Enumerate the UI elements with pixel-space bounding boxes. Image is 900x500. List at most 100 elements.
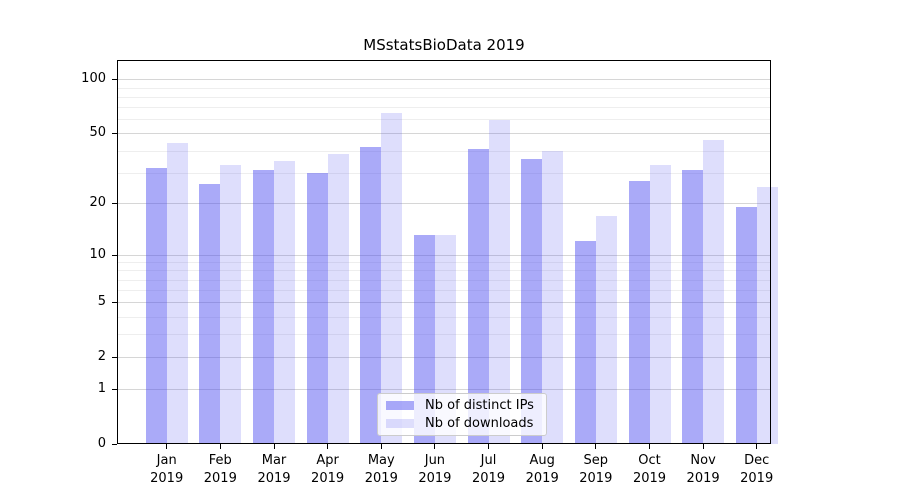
legend-item-downloads: Nb of downloads bbox=[386, 416, 538, 431]
bar-downloads-mar bbox=[274, 160, 295, 444]
gridline-minor-3 bbox=[117, 334, 771, 336]
x-tick-month: Apr bbox=[316, 453, 339, 468]
bar-distinct-ips-jul bbox=[467, 148, 489, 444]
x-tick-year: 2019 bbox=[525, 471, 559, 486]
legend-item-distinct-ips: Nb of distinct IPs bbox=[386, 398, 538, 413]
y-tick-label-20: 20 bbox=[89, 195, 106, 211]
bar-downloads-feb bbox=[220, 165, 242, 444]
bar-distinct-ips-feb bbox=[199, 183, 221, 444]
x-tick-mark-jan bbox=[166, 444, 168, 449]
chart-title: MSstatsBioData 2019 bbox=[363, 36, 525, 54]
x-tick-month: Feb bbox=[208, 453, 232, 468]
x-tick-mark-jun bbox=[434, 444, 436, 449]
bar-distinct-ips-dec bbox=[735, 207, 757, 444]
x-tick-label-oct: Oct 2019 bbox=[620, 452, 680, 488]
x-tick-year: 2019 bbox=[632, 471, 667, 486]
x-tick-month: Oct bbox=[638, 453, 661, 468]
legend-swatch-downloads bbox=[386, 419, 414, 428]
x-tick-label-dec: Dec 2019 bbox=[727, 452, 787, 488]
x-tick-month: Nov bbox=[690, 453, 716, 468]
gridline-major-2 bbox=[117, 357, 771, 359]
legend: Nb of distinct IPs Nb of downloads bbox=[377, 393, 547, 436]
x-tick-label-apr: Apr 2019 bbox=[298, 452, 358, 488]
y-tick-label-100: 100 bbox=[81, 71, 106, 87]
gridline-minor-80 bbox=[117, 96, 771, 98]
y-tick-mark-100 bbox=[112, 79, 117, 81]
y-tick-mark-10 bbox=[112, 254, 117, 256]
x-tick-month: Mar bbox=[261, 453, 287, 468]
bar-distinct-ips-jan bbox=[145, 167, 167, 444]
x-tick-mark-oct bbox=[649, 444, 650, 449]
gridline-minor-30 bbox=[117, 172, 771, 174]
legend-label-distinct-ips: Nb of distinct IPs bbox=[425, 398, 534, 413]
gridline-major-20 bbox=[117, 203, 771, 205]
x-tick-mark-mar bbox=[273, 444, 275, 449]
gridline-minor-90 bbox=[117, 87, 771, 89]
x-tick-year: 2019 bbox=[203, 471, 237, 486]
gridline-minor-7 bbox=[117, 279, 771, 281]
x-tick-mark-may bbox=[380, 444, 382, 449]
bar-distinct-ips-jun bbox=[413, 235, 435, 444]
x-tick-label-aug: Aug 2019 bbox=[512, 452, 572, 488]
bar-downloads-sep bbox=[595, 215, 617, 444]
bar-distinct-ips-oct bbox=[628, 180, 650, 444]
x-tick-year: 2019 bbox=[150, 471, 184, 486]
bar-distinct-ips-mar bbox=[253, 170, 274, 444]
gridline-major-10 bbox=[117, 254, 771, 256]
x-tick-label-sep: Sep 2019 bbox=[566, 452, 626, 488]
x-tick-label-may: May 2019 bbox=[351, 452, 411, 488]
gridline-minor-9 bbox=[117, 262, 771, 263]
x-tick-year: 2019 bbox=[686, 471, 720, 486]
x-tick-label-jul: Jul 2019 bbox=[459, 452, 519, 488]
gridline-major-50 bbox=[117, 133, 771, 135]
bar-downloads-jan bbox=[166, 143, 188, 444]
bar-downloads-dec bbox=[756, 186, 778, 444]
bar-distinct-ips-sep bbox=[574, 241, 596, 444]
x-tick-year: 2019 bbox=[418, 471, 452, 486]
x-tick-month: Jan bbox=[156, 453, 177, 468]
gridline-minor-6 bbox=[117, 290, 771, 292]
x-tick-year: 2019 bbox=[471, 471, 506, 486]
x-tick-mark-dec bbox=[756, 444, 758, 449]
x-tick-mark-nov bbox=[702, 444, 704, 449]
x-tick-year: 2019 bbox=[257, 471, 291, 486]
y-tick-label-0: 0 bbox=[97, 436, 106, 451]
y-tick-label-50: 50 bbox=[89, 125, 106, 141]
bar-distinct-ips-aug bbox=[521, 158, 543, 444]
bar-downloads-jul bbox=[488, 120, 510, 444]
x-tick-label-nov: Nov 2019 bbox=[673, 452, 733, 488]
gridline-minor-8 bbox=[117, 270, 771, 272]
y-tick-mark-20 bbox=[112, 203, 117, 205]
bar-downloads-apr bbox=[327, 154, 349, 444]
gridline-major-5 bbox=[117, 302, 771, 304]
x-tick-mark-sep bbox=[595, 444, 597, 449]
x-tick-year: 2019 bbox=[579, 471, 613, 486]
bar-distinct-ips-apr bbox=[306, 172, 328, 444]
y-tick-label-1: 1 bbox=[97, 381, 106, 397]
legend-swatch-distinct-ips bbox=[386, 401, 414, 410]
x-tick-mark-apr bbox=[327, 444, 329, 449]
gridline-major-1 bbox=[117, 389, 771, 391]
x-tick-label-feb: Feb 2019 bbox=[190, 452, 250, 488]
gridline-minor-40 bbox=[117, 150, 771, 152]
y-tick-label-10: 10 bbox=[89, 246, 106, 262]
bar-downloads-oct bbox=[649, 165, 671, 444]
y-tick-mark-1 bbox=[112, 389, 117, 391]
bar-distinct-ips-nov bbox=[682, 170, 704, 444]
y-tick-mark-5 bbox=[112, 302, 117, 304]
bar-distinct-ips-may bbox=[360, 146, 382, 444]
x-tick-mark-aug bbox=[541, 444, 543, 449]
x-tick-month: Jul bbox=[480, 453, 497, 468]
gridline-major-100 bbox=[117, 79, 771, 81]
bar-downloads-jun bbox=[434, 235, 456, 444]
y-tick-label-5: 5 bbox=[97, 294, 106, 310]
gridline-minor-4 bbox=[117, 316, 771, 318]
x-tick-mark-jul bbox=[488, 444, 489, 449]
legend-label-downloads: Nb of downloads bbox=[425, 416, 534, 431]
gridline-minor-70 bbox=[117, 107, 771, 109]
y-tick-mark-50 bbox=[112, 133, 117, 135]
x-tick-year: 2019 bbox=[364, 471, 398, 486]
x-tick-month: Jun bbox=[424, 453, 446, 468]
x-tick-month: Sep bbox=[583, 453, 609, 468]
